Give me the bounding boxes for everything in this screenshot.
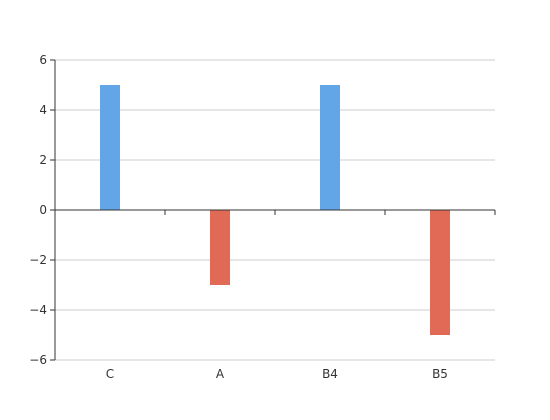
x-tick-label: A [216,367,225,381]
y-tick-label: −4 [29,303,47,317]
x-tick-label: B5 [432,367,448,381]
y-tick-label: 6 [39,53,47,67]
bar-b4 [320,85,340,210]
y-tick-label: 2 [39,153,47,167]
x-axis [54,209,496,215]
x-tick-label: B4 [322,367,338,381]
x-tick-label: C [106,367,114,381]
y-tick-label: 0 [39,203,47,217]
y-tick-label: −6 [29,353,47,367]
y-axis-ticks: −6 −4 −2 0 2 4 6 [29,53,56,367]
bar-c [100,85,120,210]
bars [100,85,450,335]
y-tick-label: −2 [29,253,47,267]
y-tick-label: 4 [39,103,47,117]
y-gridlines [55,59,495,361]
x-axis-ticks: C A B4 B5 [106,367,448,381]
bar-b5 [430,210,450,335]
bar-a [210,210,230,285]
